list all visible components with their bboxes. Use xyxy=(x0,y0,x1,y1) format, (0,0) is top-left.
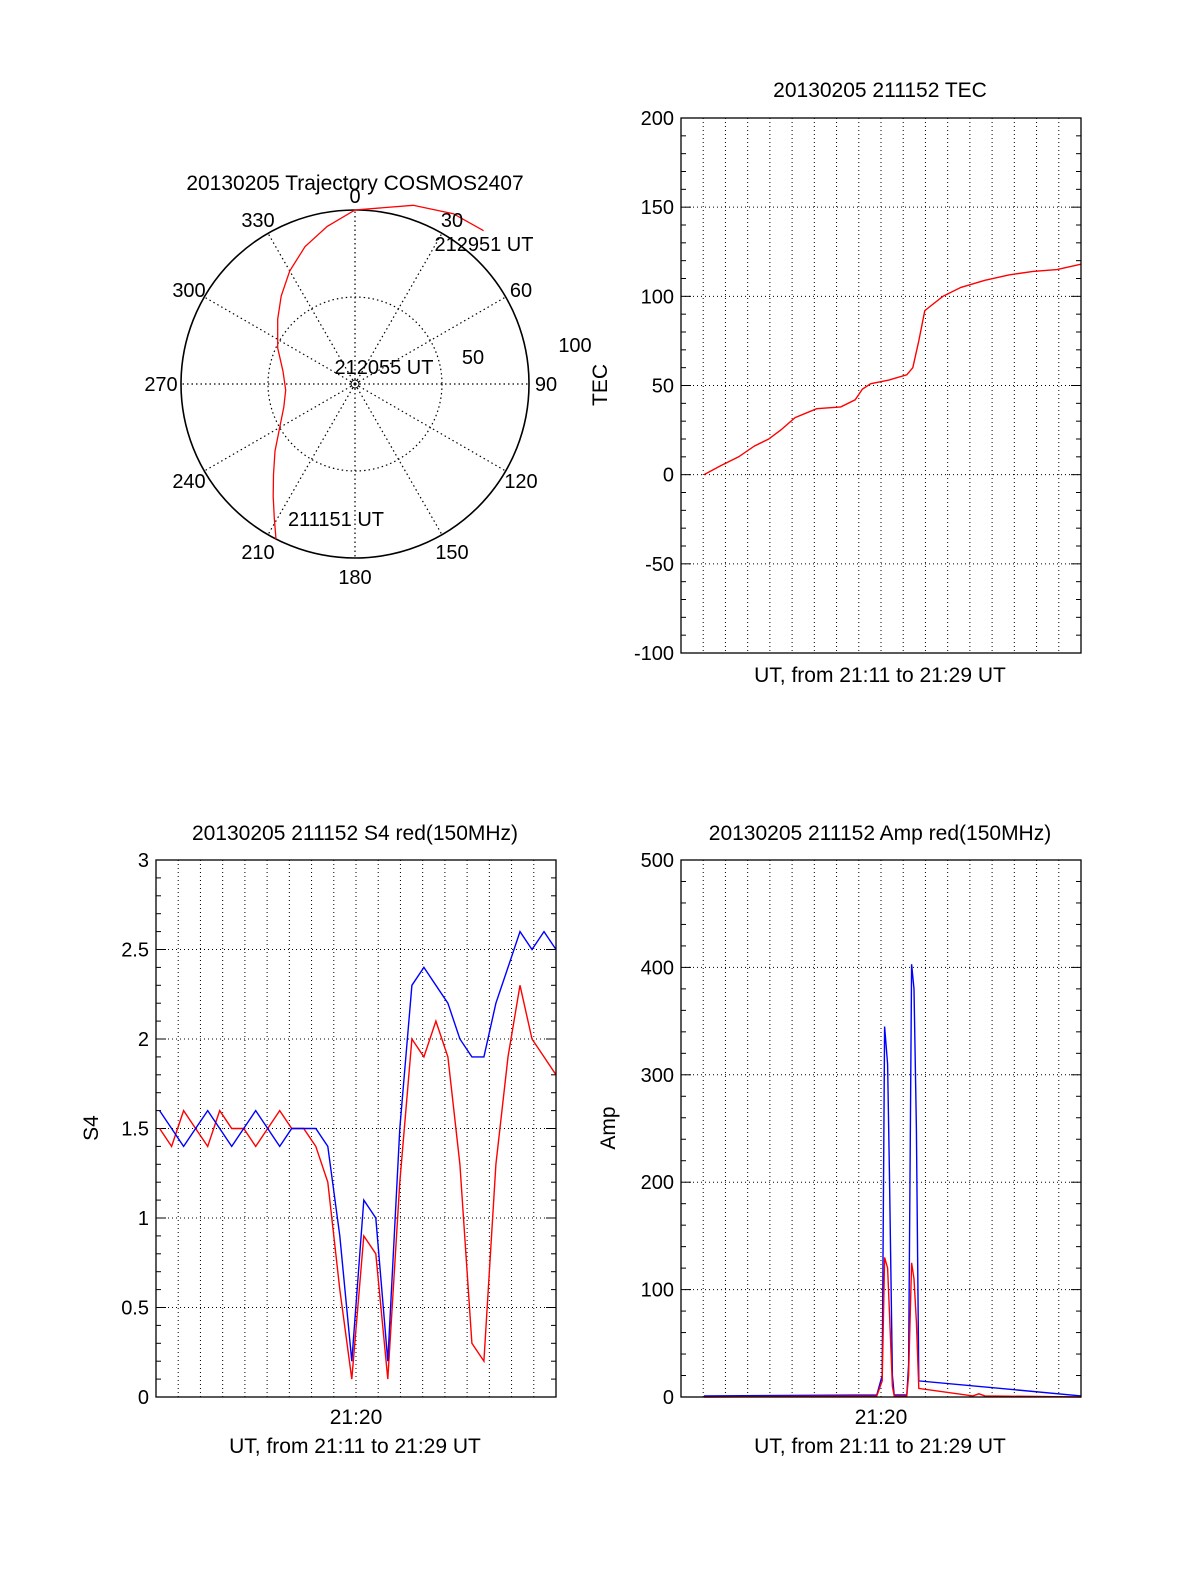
trajectory-spoke-330 xyxy=(267,233,356,385)
amp-x-tick-label: 21:20 xyxy=(855,1406,908,1429)
radius-label-100: 100 xyxy=(558,335,591,357)
s4-title: 20130205 211152 S4 red(150MHz) xyxy=(192,822,518,845)
s4-line-blue-1 xyxy=(159,930,557,1362)
trajectory-spoke-120 xyxy=(354,383,506,472)
angle-label-180: 180 xyxy=(338,567,371,589)
trajectory-path-0 xyxy=(272,204,484,540)
y-tick-label-300: 300 xyxy=(641,1065,674,1087)
y-tick-label-100: 100 xyxy=(641,1280,674,1302)
angle-label-210: 210 xyxy=(241,542,274,564)
trajectory-panel: 20130205 Trajectory COSMOS2407 0 30 60 90 12… xyxy=(144,172,591,589)
trajectory-title: 20130205 Trajectory COSMOS2407 xyxy=(186,172,523,195)
angle-label-300: 300 xyxy=(172,280,205,302)
amp-series xyxy=(703,964,1082,1398)
amp-line-red-1 xyxy=(703,1257,1082,1398)
y-tick-label-0: 0 xyxy=(138,1387,149,1409)
annotation-mid-time: 212055 UT xyxy=(335,357,434,379)
amp-title: 20130205 211152 Amp red(150MHz) xyxy=(709,822,1051,845)
amp-panel: 20130205 211152 Amp red(150MHz) 500 400 30… xyxy=(597,822,1082,1458)
amp-y-tick-labels: 500 400 300 200 100 0 xyxy=(641,850,674,1409)
y-tick-label-2.5: 2.5 xyxy=(121,940,149,962)
y-tick-label-0: 0 xyxy=(663,1387,674,1409)
s4-x-tick-label: 21:20 xyxy=(330,1406,383,1429)
tec-grid xyxy=(681,118,1081,653)
s4-plot-frame xyxy=(155,859,557,1398)
s4-line-red-0 xyxy=(159,985,557,1380)
amp-x-axis-label: UT, from 21:11 to 21:29 UT xyxy=(754,1435,1006,1458)
angle-label-30: 30 xyxy=(441,210,463,232)
y-tick-label-3: 3 xyxy=(138,850,149,872)
angle-label-90: 90 xyxy=(535,374,557,396)
tec-y-tick-labels: 200 150 100 50 0 -50 -100 xyxy=(634,108,674,665)
tec-x-axis-label: UT, from 21:11 to 21:29 UT xyxy=(754,664,1006,687)
s4-series xyxy=(159,930,557,1380)
annotation-end-time: 212951 UT xyxy=(435,234,534,256)
tec-title: 20130205 211152 TEC xyxy=(773,79,987,102)
s4-y-axis-label: S4 xyxy=(80,1115,103,1141)
tec-y-axis-label: TEC xyxy=(589,364,612,406)
angle-label-0: 0 xyxy=(349,186,360,208)
radius-label-50: 50 xyxy=(462,347,484,369)
angle-label-240: 240 xyxy=(172,471,205,493)
trajectory-spoke-150 xyxy=(354,383,443,535)
y-tick-label-0: 0 xyxy=(663,465,674,487)
amp-grid xyxy=(681,860,1081,1397)
s4-y-tick-labels: 3 2.5 2 1.5 1 0.5 0 xyxy=(121,850,149,1409)
trajectory-spoke-60 xyxy=(354,296,506,385)
tec-panel: 20130205 211152 TEC 200150100500-50-100 … xyxy=(589,79,1082,687)
trajectory-spoke-30 xyxy=(354,233,443,385)
y-tick-label--50: -50 xyxy=(645,554,674,576)
amp-y-axis-label: Amp xyxy=(597,1106,620,1149)
y-tick-label-400: 400 xyxy=(641,957,674,979)
y-tick-label-1: 1 xyxy=(138,1208,149,1230)
tec-line-red-0 xyxy=(703,263,1082,476)
y-tick-label--100: -100 xyxy=(634,643,674,665)
y-tick-label-1.5: 1.5 xyxy=(121,1119,149,1141)
angle-label-150: 150 xyxy=(435,542,468,564)
y-tick-label-50: 50 xyxy=(652,376,674,398)
tec-plot-frame xyxy=(680,117,1082,654)
trajectory-center-mark xyxy=(350,379,360,389)
tec-series xyxy=(703,263,1082,476)
s4-panel: 20130205 211152 S4 red(150MHz) 3 2.5 2 1.5 1… xyxy=(80,822,557,1458)
s4-x-axis-label: UT, from 21:11 to 21:29 UT xyxy=(229,1435,481,1458)
angle-label-270: 270 xyxy=(144,374,177,396)
angle-label-120: 120 xyxy=(504,471,537,493)
trajectory-spoke-210 xyxy=(267,383,356,535)
y-tick-label-100: 100 xyxy=(641,286,674,308)
trajectory-series xyxy=(272,204,484,540)
y-tick-label-0.5: 0.5 xyxy=(121,1298,149,1320)
y-tick-label-500: 500 xyxy=(641,850,674,872)
annotation-start-time: 211151 UT xyxy=(288,509,384,531)
amp-plot-frame xyxy=(680,859,1082,1398)
y-tick-label-150: 150 xyxy=(641,197,674,219)
angle-label-330: 330 xyxy=(241,210,274,232)
y-tick-label-2: 2 xyxy=(138,1029,149,1051)
trajectory-spoke-300 xyxy=(204,296,356,385)
angle-label-60: 60 xyxy=(510,280,532,302)
trajectory-angle-labels: 0 30 60 90 120 150 180 210 240 270 300 330 xyxy=(144,186,557,589)
y-tick-label-200: 200 xyxy=(641,108,674,130)
y-tick-label-200: 200 xyxy=(641,1172,674,1194)
